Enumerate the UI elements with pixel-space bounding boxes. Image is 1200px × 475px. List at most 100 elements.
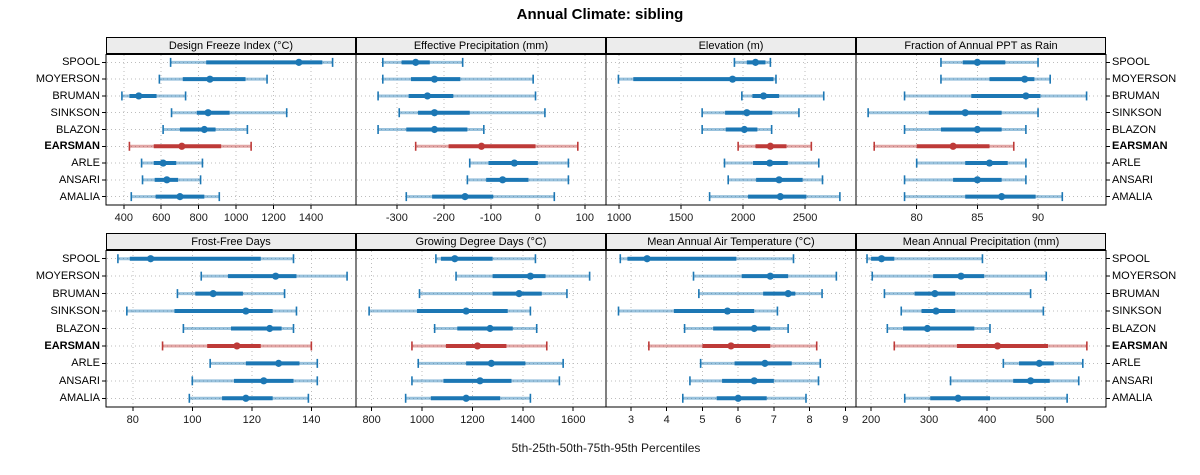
figure-title: Annual Climate: sibling: [516, 6, 684, 23]
x-tick-label: 0: [535, 212, 541, 224]
median-dot: [923, 324, 931, 333]
median-dot: [295, 58, 303, 66]
row-label-left-blazon: BLAZON: [55, 124, 100, 136]
panel-strip: Fraction of Annual PPT as Rain: [856, 37, 1106, 54]
median-dot: [723, 307, 732, 315]
row-label-left-bruman: BRUMAN: [52, 90, 100, 102]
panel-strip: Growing Degree Days (°C): [356, 233, 606, 250]
median-dot: [515, 290, 523, 298]
x-tick-label: 120: [243, 414, 261, 426]
median-dot: [766, 272, 774, 280]
median-dot: [643, 255, 651, 263]
row-label-right-amalia: AMALIA: [1112, 191, 1153, 203]
row-label-left-earsman: EARSMAN: [44, 140, 100, 152]
x-tick-label: -200: [433, 212, 455, 224]
median-dot: [135, 92, 143, 100]
median-dot: [750, 324, 758, 333]
x-tick-label: 4: [664, 414, 670, 426]
row-label-right-sinkson: SINKSON: [1112, 305, 1162, 317]
median-dot: [266, 324, 274, 333]
row-label-right-spool: SPOOL: [1112, 56, 1150, 68]
median-dot: [476, 377, 484, 385]
x-tick-label: -300: [386, 212, 408, 224]
x-tick-label: 1500: [669, 212, 693, 224]
median-dot: [775, 176, 783, 184]
median-dot: [242, 394, 250, 402]
row-label-left-sinkson: SINKSON: [50, 107, 100, 119]
median-dot: [242, 307, 250, 315]
x-tick-label: 2500: [793, 212, 817, 224]
median-dot: [954, 394, 962, 402]
median-dot: [412, 58, 420, 66]
median-dot: [743, 109, 751, 117]
panel-plot: 200 300 400 500: [855, 250, 1110, 426]
panel-strip: Mean Annual Air Temperature (°C): [606, 233, 856, 250]
median-dot: [430, 125, 439, 134]
median-dot: [159, 159, 167, 167]
median-dot: [998, 193, 1006, 201]
row-label-right-sinkson: SINKSON: [1112, 107, 1162, 119]
median-dot: [784, 290, 792, 298]
x-tick-label: 1600: [561, 414, 585, 426]
median-dot: [931, 290, 939, 298]
row-label-left-ansari: ANSARI: [59, 375, 100, 387]
x-tick-label: 3: [628, 414, 634, 426]
row-label-left-spool: SPOOL: [62, 253, 100, 265]
row-label-right-bruman: BRUMAN: [1112, 288, 1160, 300]
row-label-right-spool: SPOOL: [1112, 253, 1150, 265]
median-dot: [233, 342, 241, 350]
median-dot: [1022, 92, 1030, 100]
median-dot: [993, 342, 1002, 350]
median-dot: [430, 75, 439, 83]
row-label-left-moyerson: MOYERSON: [35, 270, 100, 282]
panel-title: Frost-Free Days: [191, 235, 271, 248]
x-tick-label: 1400: [511, 414, 535, 426]
x-tick-label: 9: [842, 414, 848, 426]
median-dot: [727, 342, 735, 350]
panel-title: Fraction of Annual PPT as Rain: [904, 39, 1058, 52]
median-dot: [510, 159, 518, 167]
row-label-left-moyerson: MOYERSON: [35, 73, 100, 85]
median-dot: [200, 125, 208, 134]
panel-plot: 3 4 5 6 7 8 9: [605, 250, 857, 426]
median-dot: [486, 324, 494, 333]
x-tick-label: 800: [190, 212, 208, 224]
panel-title: Design Freeze Index (°C): [168, 39, 294, 52]
row-label-left-arle: ARLE: [71, 157, 100, 169]
x-tick-label: 400: [978, 414, 996, 426]
median-dot: [477, 142, 486, 150]
median-dot: [776, 193, 784, 201]
row-label-left-sinkson: SINKSON: [50, 305, 100, 317]
median-dot: [728, 75, 737, 83]
x-tick-label: 6: [735, 414, 741, 426]
x-tick-label: 600: [152, 212, 170, 224]
panel-plot: 80 100 120 140: [102, 250, 357, 426]
panel-strip: Design Freeze Index (°C): [106, 37, 356, 54]
panel-plot: -300 -200 -100 0 100: [355, 54, 607, 224]
median-dot: [499, 176, 507, 184]
panel-plot: 80 85 90: [855, 54, 1110, 224]
median-dot: [526, 272, 534, 280]
median-dot: [206, 75, 214, 83]
row-label-right-moyerson: MOYERSON: [1112, 73, 1177, 85]
median-dot: [204, 109, 212, 117]
median-dot: [260, 377, 268, 385]
median-dot: [473, 342, 482, 350]
row-label-left-earsman: EARSMAN: [44, 340, 100, 352]
median-dot: [272, 272, 280, 280]
median-dot: [973, 58, 981, 66]
x-tick-label: 80: [911, 212, 923, 224]
x-tick-label: 90: [1032, 212, 1044, 224]
median-dot: [423, 92, 432, 100]
x-tick-label: 1000: [410, 414, 434, 426]
panel-strip: Elevation (m): [606, 37, 856, 54]
x-tick-label: 85: [971, 212, 983, 224]
median-dot: [163, 176, 171, 184]
row-label-right-ansari: ANSARI: [1112, 174, 1153, 186]
x-tick-label: 5: [699, 414, 705, 426]
x-tick-label: 200: [862, 414, 880, 426]
median-dot: [275, 359, 283, 367]
median-dot: [462, 307, 470, 315]
row-label-right-blazon: BLAZON: [1112, 124, 1157, 136]
